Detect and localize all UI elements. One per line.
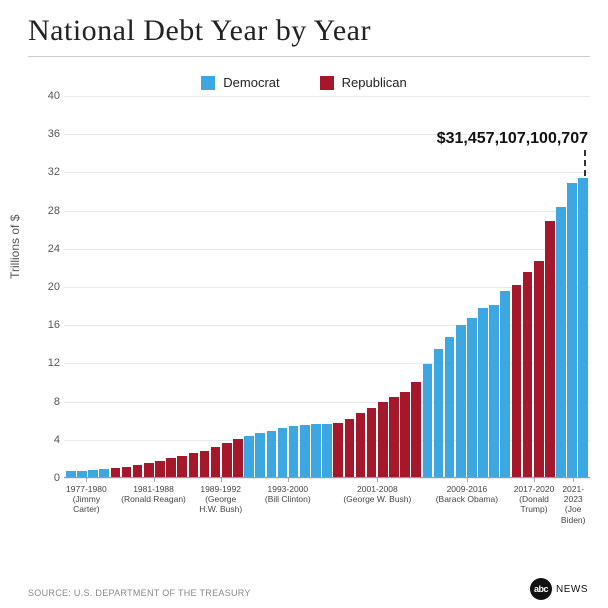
chart-title: National Debt Year by Year	[0, 0, 608, 56]
bar	[356, 413, 366, 478]
bar	[144, 463, 154, 478]
legend-label-democrat: Democrat	[223, 75, 279, 90]
bar	[278, 428, 288, 478]
bar	[411, 382, 421, 478]
x-group: 2021-2023(Joe Biden)	[556, 478, 590, 526]
bar	[345, 419, 355, 478]
bar	[556, 207, 566, 479]
y-tick: 4	[36, 434, 60, 446]
bar	[166, 458, 176, 478]
bar	[200, 451, 210, 478]
y-tick: 8	[36, 396, 60, 408]
bar	[300, 425, 310, 478]
legend: Democrat Republican	[0, 75, 608, 90]
x-group: 1993-2000(Bill Clinton)	[243, 478, 333, 526]
bar	[367, 408, 377, 478]
bar	[578, 178, 588, 478]
x-group-years: 1981-1988	[109, 484, 199, 494]
bar	[523, 272, 533, 478]
x-group-years: 2001-2008	[333, 484, 423, 494]
x-group-president: (Jimmy Carter)	[64, 494, 109, 514]
x-group: 2017-2020(Donald Trump)	[512, 478, 557, 526]
bar	[478, 308, 488, 478]
bar	[456, 325, 466, 478]
bar	[423, 364, 433, 478]
x-group-president: (Barack Obama)	[422, 494, 512, 504]
legend-item-republican: Republican	[320, 75, 407, 90]
x-group: 1989-1992(George H.W. Bush)	[198, 478, 243, 526]
x-group-president: (Ronald Reagan)	[109, 494, 199, 504]
democrat-swatch	[201, 76, 215, 90]
bar	[467, 318, 477, 478]
bar	[545, 221, 555, 478]
bar	[500, 291, 510, 478]
bar	[267, 431, 277, 478]
logo: abc NEWS	[530, 578, 588, 600]
x-group: 2001-2008(George W. Bush)	[333, 478, 423, 526]
x-group-years: 1977-1980	[64, 484, 109, 494]
y-tick: 0	[36, 472, 60, 484]
bar	[489, 305, 499, 478]
x-group-president: (Joe Biden)	[556, 504, 590, 524]
bar	[389, 397, 399, 478]
y-tick: 24	[36, 243, 60, 255]
legend-label-republican: Republican	[342, 75, 407, 90]
bar	[222, 443, 232, 478]
callout-value: $31,457,107,100,707	[437, 130, 588, 148]
y-axis-label: Trillions of $	[8, 215, 22, 279]
x-group-years: 2017-2020	[512, 484, 557, 494]
y-tick: 32	[36, 166, 60, 178]
logo-circle: abc	[530, 578, 552, 600]
bar	[512, 285, 522, 478]
x-group: 2009-2016(Barack Obama)	[422, 478, 512, 526]
source-text: SOURCE: U.S. DEPARTMENT OF THE TREASURY	[28, 588, 251, 598]
y-tick: 40	[36, 90, 60, 102]
bar	[378, 402, 388, 478]
bar	[155, 461, 165, 478]
bar	[333, 423, 343, 478]
x-group-president: (George W. Bush)	[333, 494, 423, 504]
y-tick: 20	[36, 281, 60, 293]
x-group-president: (George H.W. Bush)	[198, 494, 243, 514]
bar	[244, 436, 254, 478]
y-tick: 28	[36, 205, 60, 217]
bar	[534, 261, 544, 478]
bar	[567, 183, 577, 478]
bar	[289, 426, 299, 478]
title-rule	[28, 56, 590, 57]
bar	[445, 337, 455, 478]
plot-area: $31,457,107,100,707 0481216202428323640	[64, 96, 590, 478]
x-group-president: (Donald Trump)	[512, 494, 557, 514]
x-group-president: (Bill Clinton)	[243, 494, 333, 504]
bar	[434, 349, 444, 478]
y-tick: 12	[36, 357, 60, 369]
bar	[322, 424, 332, 478]
callout-line	[584, 150, 586, 176]
y-tick: 16	[36, 319, 60, 331]
chart-area: Trillions of $ $31,457,107,100,707 04812…	[28, 96, 590, 526]
bar	[189, 453, 199, 478]
x-group-years: 2021-2023	[556, 484, 590, 504]
bar	[311, 424, 321, 478]
republican-swatch	[320, 76, 334, 90]
bar	[400, 392, 410, 478]
x-axis-groups: 1977-1980(Jimmy Carter)1981-1988(Ronald …	[64, 478, 590, 526]
bar	[177, 456, 187, 478]
x-group-years: 1989-1992	[198, 484, 243, 494]
bars-container	[64, 96, 590, 478]
x-group-years: 1993-2000	[243, 484, 333, 494]
legend-item-democrat: Democrat	[201, 75, 279, 90]
logo-text: NEWS	[556, 584, 588, 595]
bar	[233, 439, 243, 478]
bar	[211, 447, 221, 478]
x-group: 1981-1988(Ronald Reagan)	[109, 478, 199, 526]
x-group-years: 2009-2016	[422, 484, 512, 494]
y-tick: 36	[36, 128, 60, 140]
x-group: 1977-1980(Jimmy Carter)	[64, 478, 109, 526]
bar	[255, 433, 265, 478]
